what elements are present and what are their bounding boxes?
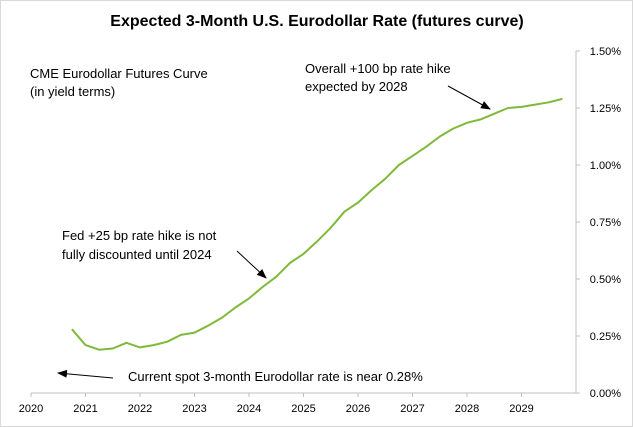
y-tick-labels: 0.00% 0.25% 0.50% 0.75% 1.00% 1.25% 1.50% <box>590 46 621 400</box>
y-tick-label: 0.00% <box>590 388 621 400</box>
x-tick-label: 2021 <box>73 403 97 415</box>
annotation-spot-rate: Current spot 3-month Eurodollar rate is … <box>128 369 423 384</box>
x-tick-label: 2024 <box>237 403 261 415</box>
x-tick-label: 2020 <box>19 403 43 415</box>
y-tick-label: 0.75% <box>590 217 621 229</box>
x-tick-label: 2026 <box>346 403 370 415</box>
annotation-overall-hike-line1: Overall +100 bp rate hike <box>305 61 451 76</box>
annotation-fed-hike-arrow <box>236 250 267 279</box>
x-tick-label: 2022 <box>128 403 152 415</box>
x-tick-label: 2025 <box>291 403 315 415</box>
annotation-curve-label-line2: (in yield terms) <box>30 84 115 99</box>
y-tick-label: 1.50% <box>590 46 621 58</box>
x-tick-label: 2023 <box>182 403 206 415</box>
x-tick-label: 2027 <box>400 403 424 415</box>
axes <box>30 50 580 397</box>
y-tick-label: 1.00% <box>590 160 621 172</box>
annotation-spot-rate-arrow <box>57 369 114 379</box>
annotation-overall-hike-line2: expected by 2028 <box>305 79 408 94</box>
chart-title: Expected 3-Month U.S. Eurodollar Rate (f… <box>110 13 523 30</box>
y-tick-label: 0.25% <box>590 331 621 343</box>
annotation-fed-hike-line1: Fed +25 bp rate hike is not <box>62 228 217 243</box>
x-tick-labels: 2020 2021 2022 2023 2024 2025 2026 2027 2028 2029 <box>19 403 534 415</box>
x-tick-label: 2029 <box>509 403 533 415</box>
y-tick-label: 0.50% <box>590 274 621 286</box>
annotation-fed-hike-line2: fully discounted until 2024 <box>62 247 212 262</box>
annotation-overall-hike-arrow <box>447 85 491 110</box>
series-line <box>71 97 563 351</box>
x-tick-label: 2028 <box>455 403 479 415</box>
annotation-curve-label-line1: CME Eurodollar Futures Curve <box>30 66 208 81</box>
y-tick-label: 1.25% <box>590 103 621 115</box>
series-group <box>71 97 563 351</box>
